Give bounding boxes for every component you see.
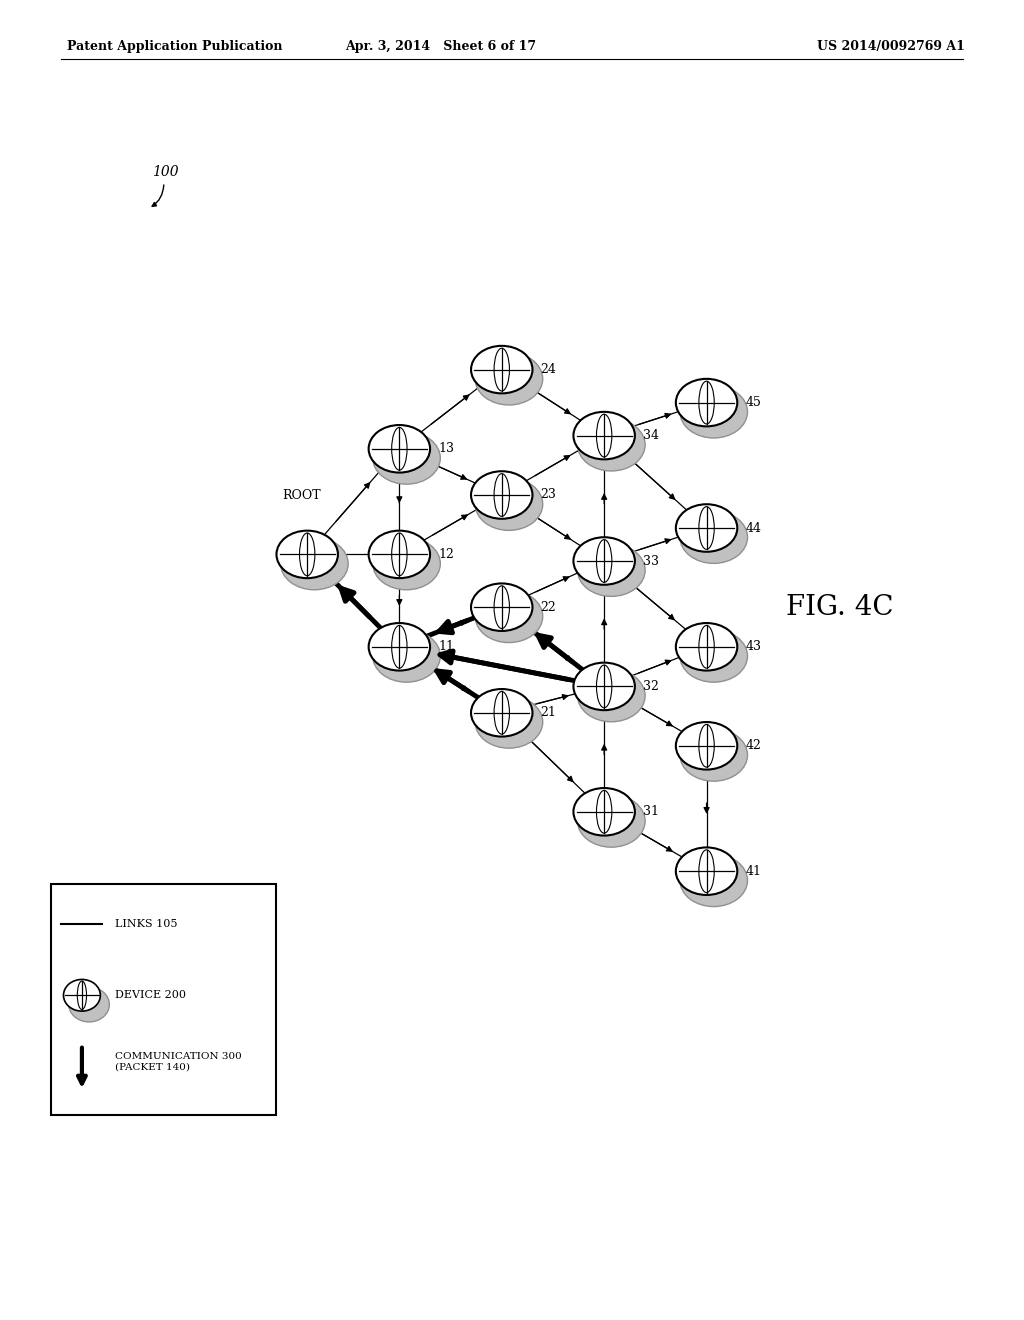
Text: ROOT: ROOT	[283, 488, 322, 502]
Ellipse shape	[471, 471, 532, 519]
Ellipse shape	[676, 722, 737, 770]
Text: Patent Application Publication: Patent Application Publication	[67, 40, 282, 53]
Ellipse shape	[281, 537, 348, 590]
Text: 24: 24	[541, 363, 557, 376]
Ellipse shape	[369, 425, 430, 473]
Ellipse shape	[373, 537, 440, 590]
Ellipse shape	[471, 346, 532, 393]
Text: 32: 32	[643, 680, 659, 693]
Text: 31: 31	[643, 805, 659, 818]
Text: FIG. 4C: FIG. 4C	[786, 594, 893, 620]
Ellipse shape	[573, 663, 635, 710]
Ellipse shape	[680, 854, 748, 907]
Ellipse shape	[276, 531, 338, 578]
Ellipse shape	[676, 623, 737, 671]
Text: 100: 100	[152, 165, 178, 178]
Ellipse shape	[680, 511, 748, 564]
Text: 41: 41	[745, 865, 762, 878]
Text: Apr. 3, 2014   Sheet 6 of 17: Apr. 3, 2014 Sheet 6 of 17	[345, 40, 536, 53]
Text: COMMUNICATION 300
(PACKET 140): COMMUNICATION 300 (PACKET 140)	[115, 1052, 242, 1072]
Ellipse shape	[373, 630, 440, 682]
Text: 22: 22	[541, 601, 556, 614]
Ellipse shape	[578, 418, 645, 471]
Ellipse shape	[373, 432, 440, 484]
Ellipse shape	[680, 385, 748, 438]
Ellipse shape	[578, 544, 645, 597]
Text: 34: 34	[643, 429, 659, 442]
Ellipse shape	[369, 531, 430, 578]
Text: 43: 43	[745, 640, 762, 653]
Ellipse shape	[471, 583, 532, 631]
Ellipse shape	[680, 729, 748, 781]
Ellipse shape	[69, 987, 110, 1022]
Ellipse shape	[369, 623, 430, 671]
Ellipse shape	[676, 379, 737, 426]
Ellipse shape	[475, 478, 543, 531]
Ellipse shape	[578, 669, 645, 722]
Ellipse shape	[573, 788, 635, 836]
Ellipse shape	[573, 412, 635, 459]
Text: 21: 21	[541, 706, 557, 719]
FancyBboxPatch shape	[51, 884, 276, 1115]
Text: 13: 13	[438, 442, 455, 455]
Ellipse shape	[578, 795, 645, 847]
Ellipse shape	[680, 630, 748, 682]
Ellipse shape	[475, 352, 543, 405]
Ellipse shape	[475, 590, 543, 643]
Text: LINKS 105: LINKS 105	[115, 919, 177, 929]
Text: 42: 42	[745, 739, 762, 752]
Text: 11: 11	[438, 640, 455, 653]
Ellipse shape	[573, 537, 635, 585]
Ellipse shape	[676, 504, 737, 552]
Ellipse shape	[676, 847, 737, 895]
Text: US 2014/0092769 A1: US 2014/0092769 A1	[817, 40, 965, 53]
Text: DEVICE 200: DEVICE 200	[115, 990, 185, 1001]
Ellipse shape	[63, 979, 100, 1011]
Text: 12: 12	[438, 548, 455, 561]
Text: 45: 45	[745, 396, 762, 409]
Text: 44: 44	[745, 521, 762, 535]
Ellipse shape	[475, 696, 543, 748]
Ellipse shape	[471, 689, 532, 737]
Text: 33: 33	[643, 554, 659, 568]
Text: 23: 23	[541, 488, 557, 502]
